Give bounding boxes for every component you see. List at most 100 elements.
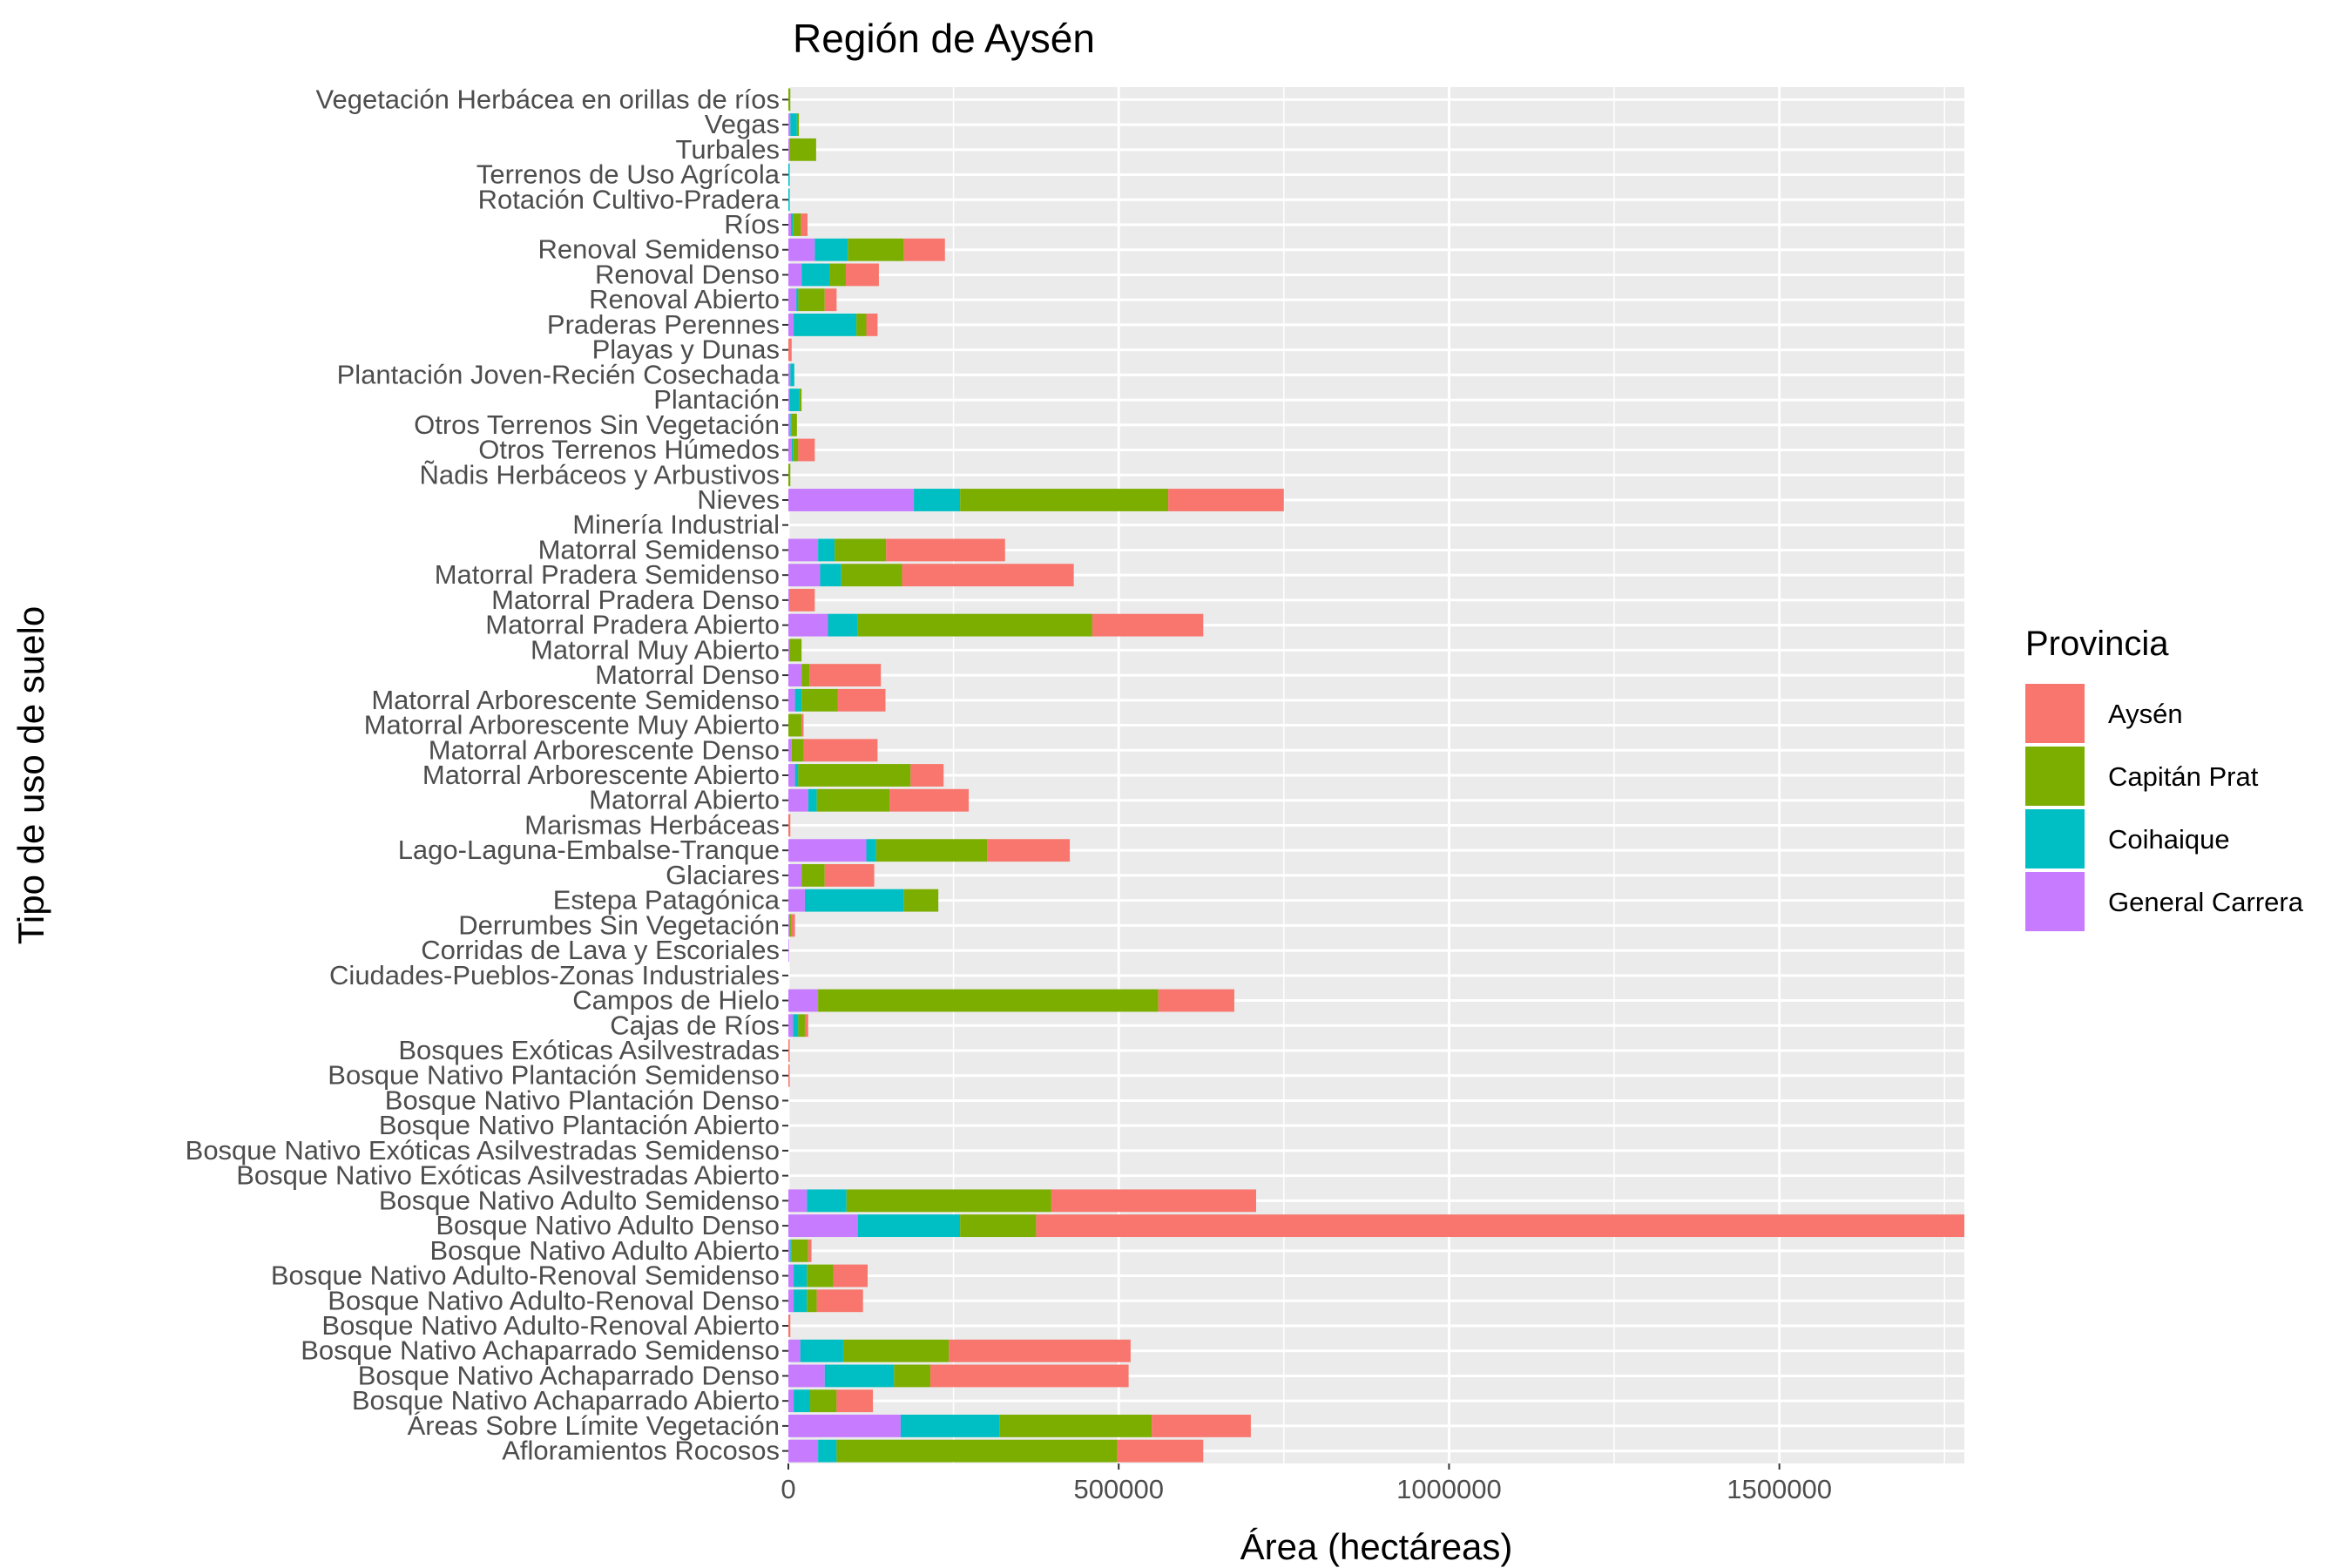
category-label: Bosque Nativo Achaparrado Denso xyxy=(358,1360,780,1390)
bar-segment xyxy=(794,688,802,712)
x-tick-label: 0 xyxy=(781,1474,795,1504)
bar-segment xyxy=(960,489,1169,511)
bar-segment xyxy=(842,1339,950,1362)
category-label: Matorral Pradera Denso xyxy=(491,585,780,615)
bar-segment xyxy=(902,564,1074,587)
bar-segment xyxy=(788,363,791,387)
bar-segment xyxy=(788,863,802,887)
legend-swatch xyxy=(2025,684,2085,743)
category-label: Rotación Cultivo-Pradera xyxy=(478,184,781,214)
x-tick-label: 1500000 xyxy=(1727,1474,1832,1504)
bar-segment xyxy=(788,463,791,487)
bar-segment xyxy=(790,413,792,436)
bar-segment xyxy=(796,288,799,312)
bar-segment xyxy=(824,863,875,887)
category-label: Terrenos de Uso Agrícola xyxy=(476,159,781,190)
bar-segment xyxy=(788,914,790,937)
category-label: Campos de Hielo xyxy=(572,985,780,1016)
bar-segment xyxy=(788,989,819,1012)
bar-segment xyxy=(788,188,790,212)
bar-segment xyxy=(788,588,790,612)
bar-segment xyxy=(1168,489,1284,511)
bar-segment xyxy=(788,163,790,186)
x-axis-title: Área (hectáreas) xyxy=(1240,1526,1513,1567)
category-label: Corridas de Lava y Escoriales xyxy=(421,935,780,965)
bar-segment xyxy=(791,1239,808,1262)
bar-segment xyxy=(788,613,828,637)
legend-swatch xyxy=(2025,747,2085,806)
bar-segment xyxy=(791,739,804,762)
bar-segment xyxy=(788,88,791,112)
category-label: Vegas xyxy=(705,109,780,139)
legend-swatch xyxy=(2025,809,2085,868)
bar-segment xyxy=(800,1339,843,1362)
category-label: Plantación xyxy=(653,384,780,415)
bar-segment xyxy=(788,238,815,261)
bar-segment xyxy=(818,538,835,562)
bar-segment xyxy=(846,1189,1051,1213)
bar-segment xyxy=(999,1414,1152,1437)
bar-segment xyxy=(788,688,795,712)
bar-segment xyxy=(818,1439,837,1463)
bar-segment xyxy=(788,113,791,137)
bar-segment xyxy=(857,1214,961,1238)
category-label: Glaciares xyxy=(666,860,780,890)
category-label: Otros Terrenos Húmedos xyxy=(478,435,780,465)
category-label: Matorral Arborescente Semidenso xyxy=(371,685,780,715)
bar-segment xyxy=(910,764,944,787)
bar-segment xyxy=(791,438,794,462)
bar-segment xyxy=(807,1189,847,1213)
bar-segment xyxy=(804,889,904,912)
bar-segment xyxy=(788,338,792,362)
bar-segment xyxy=(894,1364,931,1388)
bar-segment xyxy=(828,613,858,637)
bar-segment xyxy=(794,1289,808,1313)
category-label: Estepa Patagónica xyxy=(553,885,781,916)
bar-segment xyxy=(788,639,790,662)
bar-segment xyxy=(803,739,878,762)
bar-segment xyxy=(857,613,1092,637)
bar-segment xyxy=(788,839,867,862)
category-label: Matorral Arborescente Muy Abierto xyxy=(364,710,780,740)
bar-segment xyxy=(791,213,794,236)
bar-segment xyxy=(807,1264,834,1288)
category-label: Praderas Perennes xyxy=(547,309,780,340)
bar-segment xyxy=(914,489,961,511)
category-label: Playas y Dunas xyxy=(592,335,780,365)
bar-segment xyxy=(788,538,819,562)
bar-segment xyxy=(789,138,816,161)
bar-segment xyxy=(788,1214,858,1238)
bar-segment xyxy=(1051,1189,1256,1213)
bar-segment xyxy=(889,788,970,812)
bar-segment xyxy=(808,788,817,812)
bar-segment xyxy=(794,764,799,787)
bar-segment xyxy=(845,263,879,287)
bar-segment xyxy=(788,788,808,812)
category-label: Renoval Semidenso xyxy=(538,234,780,265)
bar-segment xyxy=(798,438,815,462)
bar-segment xyxy=(841,564,902,587)
bar-segment xyxy=(816,1289,863,1313)
bar-segment xyxy=(903,238,945,261)
bar-segment xyxy=(788,413,791,436)
bar-segment xyxy=(798,288,825,312)
category-label: Ñadis Herbáceos y Arbustivos xyxy=(419,459,780,490)
category-label: Matorral Semidenso xyxy=(538,534,780,564)
bar-segment xyxy=(788,389,790,412)
bar-segment xyxy=(788,1439,819,1463)
bar-segment xyxy=(848,238,904,261)
bar-segment xyxy=(810,1389,837,1413)
chart-title: Región de Aysén xyxy=(793,16,1095,61)
bar-segment xyxy=(798,764,911,787)
bars xyxy=(788,88,1964,1463)
bar-segment xyxy=(788,664,802,687)
category-label: Bosque Nativo Exóticas Asilvestradas Sem… xyxy=(186,1135,780,1166)
bar-segment xyxy=(788,1414,901,1437)
category-label: Áreas Sobre Límite Vegetación xyxy=(408,1410,780,1441)
bar-segment xyxy=(788,1189,808,1213)
bar-segment xyxy=(866,839,876,862)
bar-segment xyxy=(814,238,848,261)
bar-segment xyxy=(788,814,791,837)
bar-segment xyxy=(789,588,815,612)
